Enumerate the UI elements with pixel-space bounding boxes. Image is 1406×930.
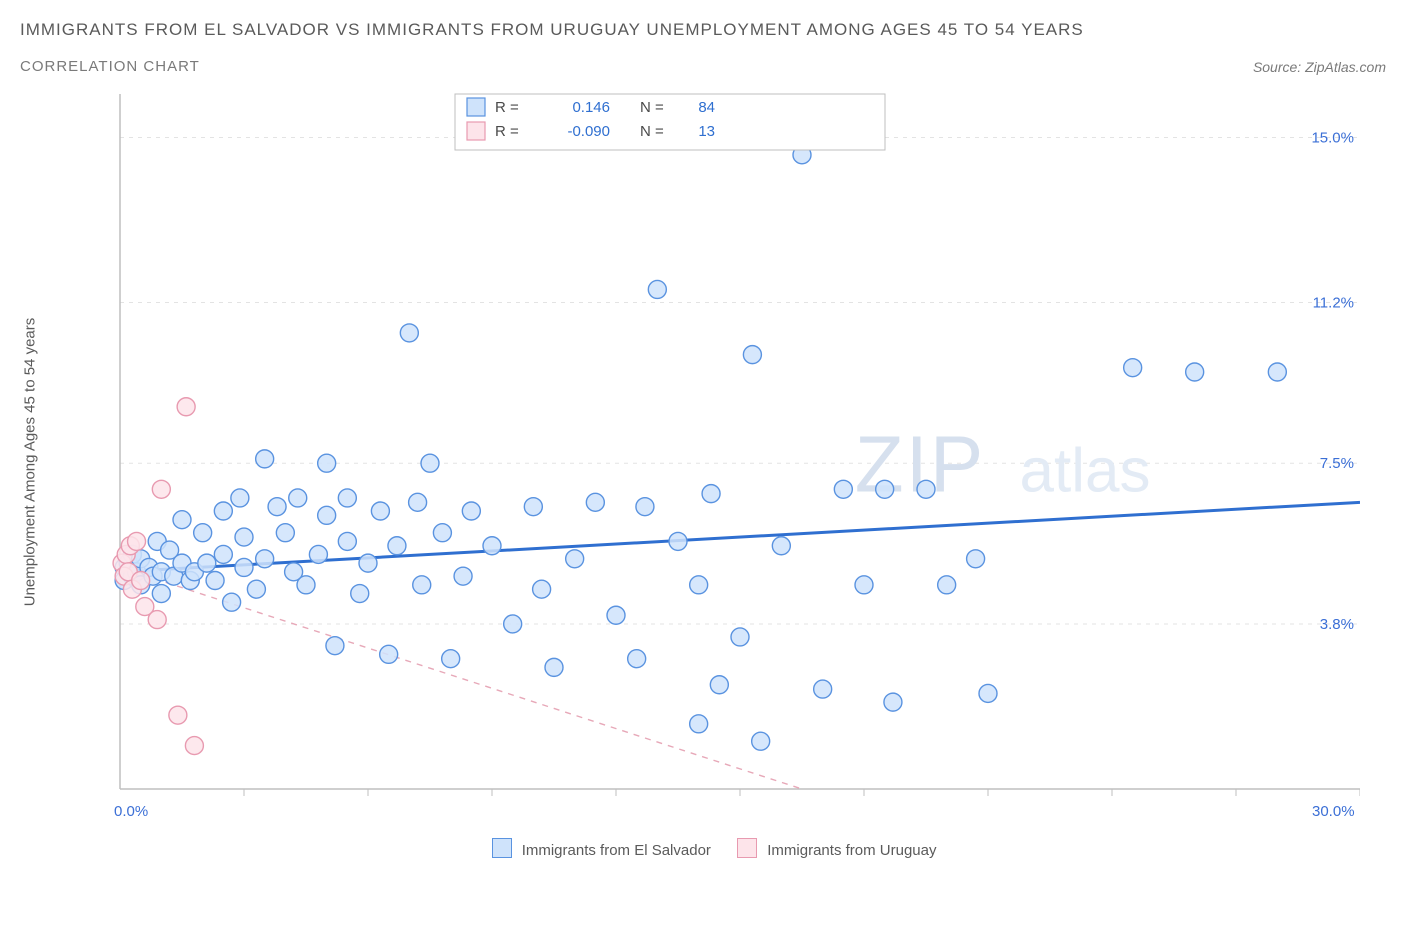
svg-text:15.0%: 15.0% (1311, 129, 1354, 146)
chart-title: IMMIGRANTS FROM EL SALVADOR VS IMMIGRANT… (20, 20, 1084, 40)
legend-label-el-salvador: Immigrants from El Salvador (522, 842, 711, 859)
svg-text:R =: R = (495, 123, 519, 140)
x-axis-max-label: 30.0% (1312, 803, 1355, 820)
chart-subtitle: CORRELATION CHART (20, 58, 200, 75)
svg-text:7.5%: 7.5% (1320, 455, 1354, 472)
svg-text:N =: N = (640, 123, 664, 140)
legend-swatch-el-salvador (492, 838, 512, 858)
scatter-chart: 3.8%7.5%11.2%15.0%ZIPatlasR =0.146N =84R… (60, 89, 1360, 829)
legend-label-uruguay: Immigrants from Uruguay (767, 842, 936, 859)
svg-text:13: 13 (698, 123, 715, 140)
legend-swatch-uruguay (737, 838, 757, 858)
svg-text:atlas: atlas (1020, 437, 1151, 506)
source-label: Source: ZipAtlas.com (1253, 59, 1386, 75)
svg-text:R =: R = (495, 99, 519, 116)
svg-text:3.8%: 3.8% (1320, 616, 1354, 633)
x-axis-min-label: 0.0% (114, 803, 148, 820)
chart-container: Unemployment Among Ages 45 to 54 years 3… (20, 89, 1386, 834)
svg-text:0.146: 0.146 (572, 99, 610, 116)
y-axis-label: Unemployment Among Ages 45 to 54 years (22, 317, 39, 606)
svg-text:84: 84 (698, 99, 715, 116)
bottom-legend: Immigrants from El Salvador Immigrants f… (20, 838, 1386, 859)
svg-text:N =: N = (640, 99, 664, 116)
svg-text:-0.090: -0.090 (567, 123, 610, 140)
svg-text:11.2%: 11.2% (1313, 295, 1354, 312)
